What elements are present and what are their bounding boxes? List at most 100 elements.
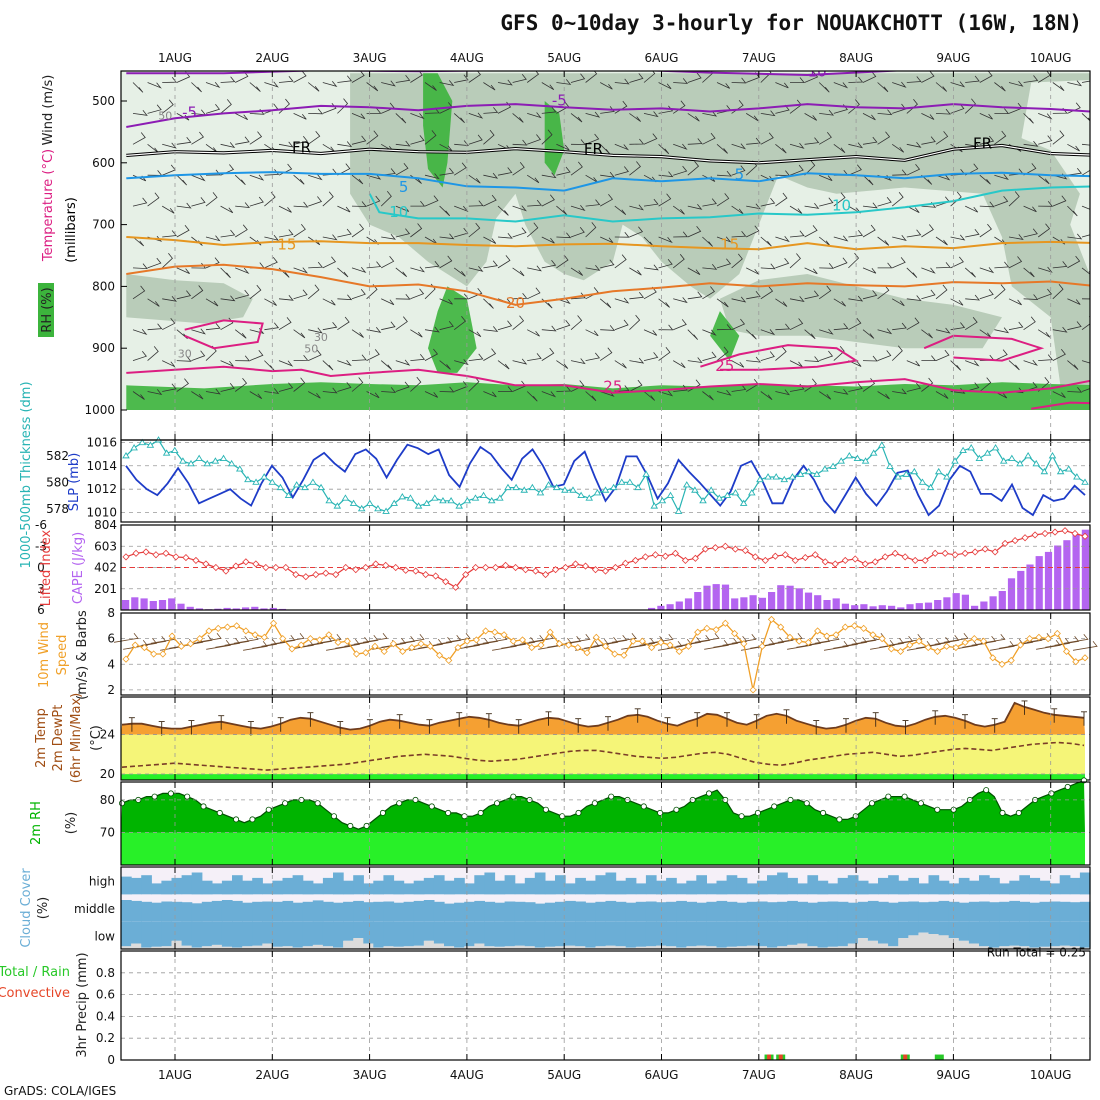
x-axis-bottom: 1AUG 2AUG 3AUG 4AUG 5AUG 6AUG 7AUG 8AUG 9AUG 10AU…: [158, 1068, 1071, 1082]
isotherm-label: 20: [506, 294, 525, 312]
wind-barb: [950, 81, 966, 88]
wind-barb: [716, 193, 730, 207]
x-tick-label-top: 6AUG: [645, 51, 679, 65]
cape-bar: [906, 604, 914, 610]
wind-barb: [906, 229, 922, 238]
cloud-low-bar: [161, 921, 173, 947]
wind-barb: [570, 73, 586, 83]
cloud-low-bar: [676, 921, 687, 948]
wind-barb: [147, 257, 162, 269]
wind-barb: [658, 236, 673, 244]
thickness-point: [357, 504, 366, 512]
li-point: [262, 563, 270, 572]
wind-barb: [264, 103, 279, 114]
wind-barb: [673, 319, 687, 331]
wind-speed-point: [786, 633, 794, 641]
li-point: [192, 556, 200, 564]
wind-speed-point: [731, 629, 739, 638]
cloud-low-clear: [524, 946, 536, 949]
wind-barb: [760, 263, 776, 270]
cloud-high-bar: [837, 877, 849, 895]
wind-barb: [891, 191, 904, 207]
isotherm-label: 25: [603, 377, 622, 395]
cloud-low-bar: [333, 921, 344, 948]
wind-barb-10m: [427, 637, 453, 647]
cloud-middle-bar: [423, 900, 435, 922]
wind-barb: [351, 201, 367, 207]
thickness-point: [739, 499, 748, 506]
li-point: [522, 566, 530, 574]
wind-barb: [848, 252, 860, 269]
cloud-middle-bar: [867, 900, 879, 922]
wind-barb: [147, 346, 159, 361]
cloud-high-bar: [1079, 872, 1091, 895]
isotherm-label: -5: [182, 104, 197, 122]
rh2m-point: [917, 800, 924, 807]
wind-barb-10m: [722, 636, 748, 646]
cloud-low-bar: [201, 921, 213, 947]
wind-barb: [570, 161, 583, 176]
wind-barb: [906, 382, 922, 392]
wind-barb: [760, 285, 774, 300]
cloud-middle-bar: [141, 901, 152, 922]
wind-speed-point: [869, 631, 877, 639]
cloud-middle-bar: [989, 902, 1000, 922]
cloud-high-bar: [333, 872, 344, 895]
wind-barb: [672, 205, 685, 215]
wind-barb: [366, 108, 382, 114]
wind-barb: [746, 137, 761, 145]
thickness-point: [130, 444, 138, 451]
cloud-low-bar: [797, 921, 808, 944]
wind-barb: [278, 317, 292, 331]
wind-barb: [483, 260, 498, 269]
wind-barb: [760, 110, 776, 117]
wind-barb: [935, 108, 951, 115]
wind-barb: [935, 284, 948, 300]
wind-barb-10m: [842, 637, 868, 647]
wind-barb: [731, 384, 747, 392]
wind-barb-10m: [353, 635, 379, 645]
cloud-high-bar: [1009, 880, 1020, 895]
thickness-point: [869, 449, 878, 456]
wind-speed-point: [269, 619, 278, 627]
rh2m-point: [282, 800, 289, 807]
cape-bar: [712, 584, 720, 610]
thickness-point: [162, 449, 171, 456]
wind-speed-point: [251, 631, 259, 639]
wind-barb: [337, 267, 349, 278]
cloud-high-bar: [282, 877, 294, 895]
wind-barb: [716, 346, 729, 361]
cloud-high-bar: [928, 875, 940, 895]
wind-barb: [1038, 266, 1053, 273]
cloud-low-bar: [878, 921, 889, 944]
wind-barb: [921, 174, 933, 185]
wind-barb: [454, 205, 469, 212]
li-point: [961, 549, 969, 557]
cloud-low-bar: [1069, 921, 1081, 947]
cape-bar: [269, 607, 277, 610]
wind-barb: [892, 81, 907, 88]
wind-barb-10m: [796, 638, 822, 648]
cloud-low-bar: [928, 921, 940, 934]
cloud-middle-bar: [726, 901, 738, 922]
wind-barb: [205, 169, 221, 176]
cloud-low-clear: [242, 946, 253, 949]
cloud-middle-bar: [474, 900, 485, 922]
rh2m-point: [428, 803, 435, 810]
cloud-middle-bar: [635, 901, 647, 922]
wind-barb: [600, 82, 613, 90]
temperature-legend-label: Temperature (°C): [41, 149, 56, 262]
x-tick-label-top: 9AUG: [936, 51, 970, 65]
thickness-point: [894, 473, 902, 480]
isotherm-freezing-inner: [126, 144, 1090, 164]
cape-bar: [232, 608, 240, 610]
li-point: [921, 556, 929, 564]
wind-speed-point: [186, 640, 195, 648]
li-point: [172, 553, 180, 561]
wind-barb: [176, 378, 189, 392]
temp-line: [121, 701, 1085, 731]
cloud-high-bar: [353, 875, 364, 895]
cloud-low-bar: [1039, 921, 1051, 947]
cloud-middle-bar: [191, 903, 203, 922]
